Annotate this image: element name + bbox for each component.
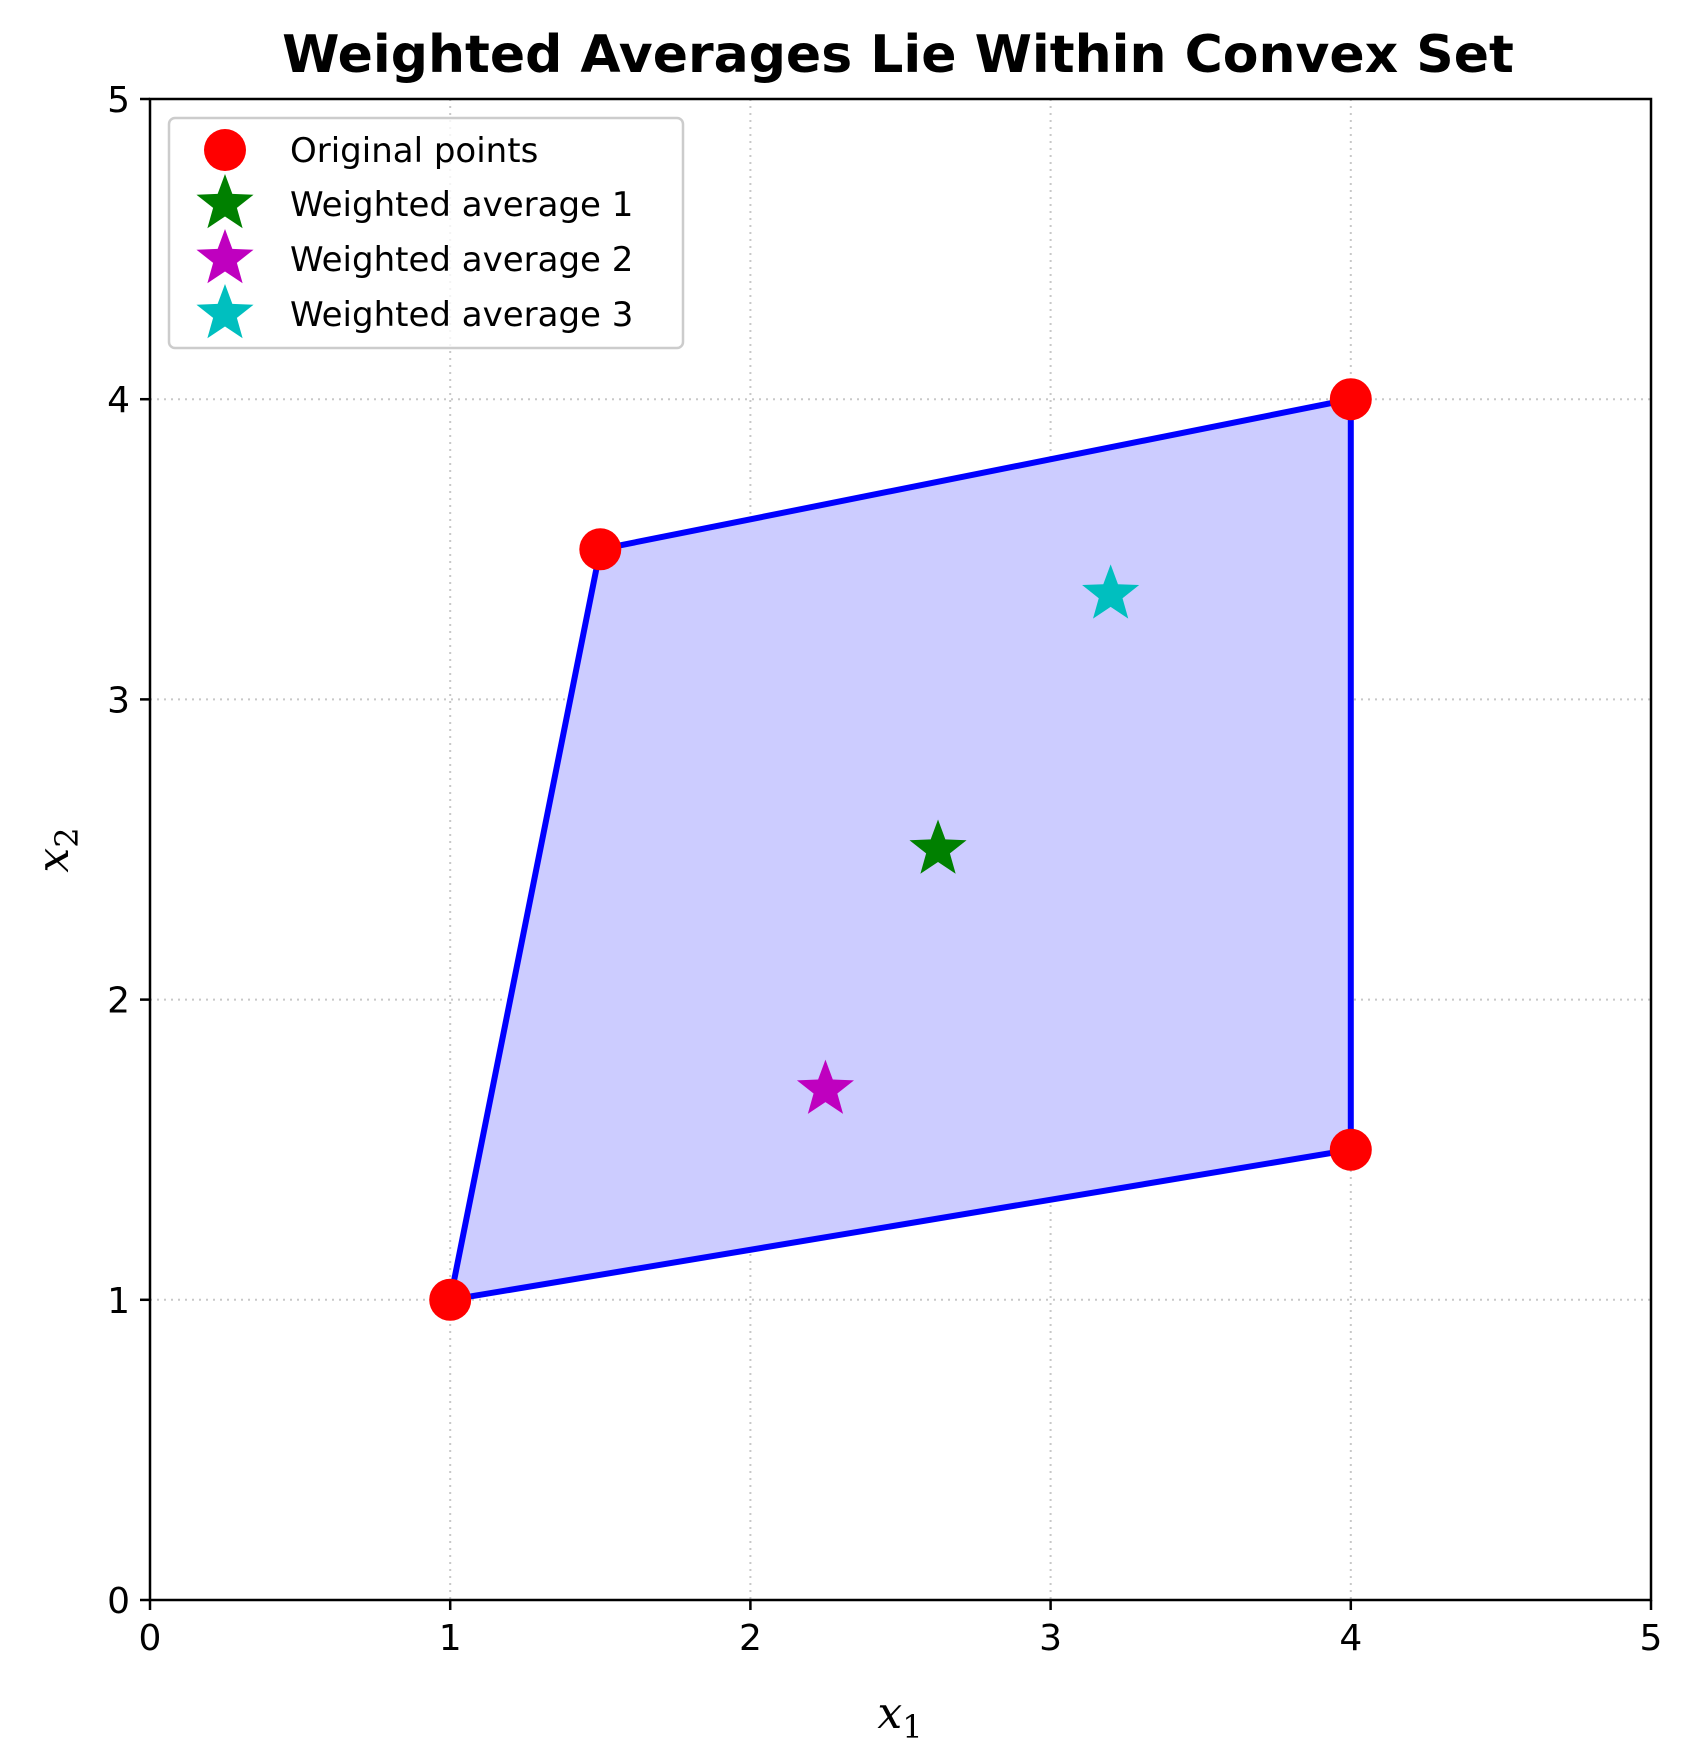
y-tick-label: 3 [107, 680, 130, 721]
y-tick-label: 1 [107, 1281, 130, 1322]
x-tick-label: 3 [1039, 1618, 1062, 1659]
point-weighted-average-1 [909, 819, 967, 874]
x-tick-label: 2 [739, 1618, 762, 1659]
legend-label-weighted-average-2: Weighted average 2 [290, 240, 633, 280]
legend-markers [196, 129, 254, 339]
point-original-points [1329, 1128, 1372, 1171]
y-tick-label: 0 [107, 1581, 130, 1622]
y-tick-label: 2 [107, 981, 130, 1022]
x-axis-label: x1 [877, 1688, 922, 1746]
axis-ticks: 0 1 2 3 4 5 0 1 2 3 4 5 [107, 80, 1662, 1659]
data-markers [429, 378, 1372, 1321]
x-tick-label: 1 [439, 1618, 462, 1659]
point-original-points [429, 1278, 472, 1321]
point-original-points [1329, 378, 1372, 421]
point-weighted-average-2 [796, 1059, 854, 1114]
point-original-points [579, 528, 622, 571]
x-tick-label: 0 [139, 1618, 162, 1659]
legend-marker-weighted-average-1 [196, 174, 254, 229]
chart-title: Weighted Averages Lie Within Convex Set [282, 25, 1514, 85]
x-tick-label: 4 [1339, 1618, 1362, 1659]
x-tick-label: 5 [1640, 1618, 1663, 1659]
legend-label-weighted-average-3: Weighted average 3 [290, 295, 633, 335]
legend: Original points Weighted average 1 Weigh… [167, 116, 685, 350]
hull-fill [450, 399, 1351, 1300]
y-tick-label: 5 [107, 80, 130, 121]
legend-label-weighted-average-1: Weighted average 1 [290, 185, 633, 225]
legend-marker-weighted-average-3 [196, 284, 254, 339]
legend-box [167, 116, 685, 350]
axes-frame [148, 97, 1653, 1602]
y-axis-label: x2 [28, 827, 86, 872]
convex-hull [446, 395, 1354, 1304]
y-tick-label: 4 [107, 380, 130, 421]
legend-label-original-points: Original points [290, 131, 538, 171]
point-weighted-average-3 [1082, 564, 1140, 619]
legend-marker-weighted-average-2 [196, 229, 254, 284]
legend-marker-original-points [204, 129, 246, 171]
